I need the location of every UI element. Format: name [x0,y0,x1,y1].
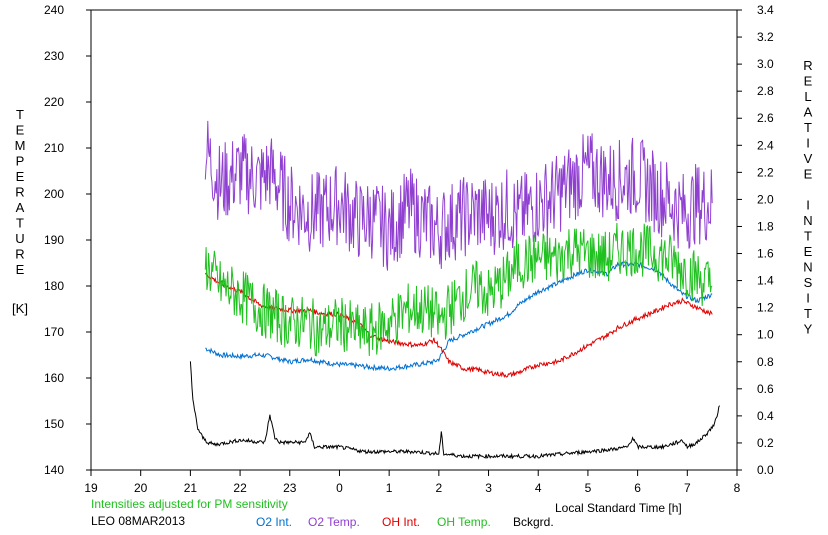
y-right-label-letter: R [803,58,812,73]
y-left-tick-label: 170 [44,325,64,339]
y-left-label-letter: P [16,154,25,169]
y-right-label-letter: S [804,275,813,290]
y-right-tick-label: 2.4 [757,138,774,152]
x-tick-label: 19 [84,481,98,495]
y-left-unit: [K] [12,301,28,316]
x-tick-label: 7 [684,481,691,495]
x-tick-label: 1 [386,481,393,495]
y-left-axis-ticks: 140 150 160 170 180 190 200 210 220 230 240 [44,3,91,477]
x-tick-label: 8 [734,481,741,495]
y-left-tick-label: 160 [44,371,64,385]
legend-entry-oh-temp: OH Temp. [437,515,491,529]
x-tick-label: 3 [485,481,492,495]
x-tick-label: 23 [283,481,297,495]
y-right-tick-label: 0.2 [757,436,774,450]
y-right-label-letter: T [804,120,812,135]
y-right-tick-label: 1.6 [757,247,774,261]
y-right-tick-label: 3.2 [757,30,774,44]
y-right-label-letter: N [803,260,812,275]
y-right-label-letter: N [803,213,812,228]
x-axis-ticks: 19 20 21 22 23 0 1 2 3 4 5 6 7 8 [84,470,741,495]
y-left-label-letter: E [16,169,25,184]
y-left-label-letter: A [16,200,25,215]
legend-entry-bckgrd: Bckgrd. [513,515,554,529]
y-right-label-letter: Y [804,322,813,337]
x-tick-label: 2 [436,481,443,495]
station-date: LEO 08MAR2013 [91,514,186,528]
y-right-label-letter: I [806,291,810,306]
y-right-tick-label: 1.8 [757,219,774,233]
y-right-tick-label: 1.2 [757,301,774,315]
y-right-label-letter: T [804,229,812,244]
y-right-tick-label: 1.4 [757,274,774,288]
y-left-label-letter: T [16,107,24,122]
y-right-label-letter: E [804,74,813,89]
y-right-label-letter: I [806,198,810,213]
y-right-tick-label: 0.0 [757,463,774,477]
y-left-label-letter: U [15,231,24,246]
y-right-label-letter: E [804,244,813,259]
x-tick-label: 0 [336,481,343,495]
y-right-tick-label: 0.4 [757,409,774,423]
y-left-label-letter: E [16,123,25,138]
series-line-oh-temp [204,222,713,357]
legend-entry-oh-int: OH Int. [382,515,421,529]
series-line-o2-temp [204,120,713,271]
series-line-bckgrd [189,361,721,460]
y-right-label-letter: L [804,89,811,104]
y-left-tick-label: 210 [44,141,64,155]
y-right-tick-label: 3.0 [757,57,774,71]
series-lines [189,120,721,460]
plot-frame [90,9,738,471]
y-left-tick-label: 230 [44,49,64,63]
y-right-tick-label: 0.6 [757,382,774,396]
x-tick-label: 4 [535,481,542,495]
adjustment-note: Intensities adjusted for PM sensitivity [91,497,288,511]
x-tick-label: 21 [184,481,198,495]
y-left-tick-label: 180 [44,279,64,293]
y-left-tick-label: 200 [44,187,64,201]
y-left-tick-label: 240 [44,3,64,17]
x-tick-label: 5 [585,481,592,495]
y-right-label-letter: I [806,136,810,151]
y-right-tick-label: 2.2 [757,165,774,179]
series-line-oh-int [204,272,713,379]
legend-entry-o2-temp: O2 Temp. [308,515,360,529]
y-left-label-letter: E [16,262,25,277]
y-left-tick-label: 150 [44,417,64,431]
y-left-tick-label: 220 [44,95,64,109]
y-right-tick-label: 1.0 [757,328,774,342]
x-axis-label: Local Standard Time [h] [555,501,682,515]
y-left-tick-label: 140 [44,463,64,477]
y-left-tick-label: 190 [44,233,64,247]
x-tick-label: 22 [233,481,247,495]
y-right-label-letter: V [804,151,813,166]
y-left-label-letter: T [16,216,24,231]
y-right-tick-label: 2.8 [757,84,774,98]
y-right-tick-label: 0.8 [757,355,774,369]
y-left-label-letter: R [15,247,24,262]
x-tick-label: 20 [134,481,148,495]
y-right-tick-label: 2.6 [757,111,774,125]
x-tick-label: 6 [634,481,641,495]
y-right-tick-label: 2.0 [757,192,774,206]
y-left-label-letter: M [15,138,26,153]
y-right-label-letter: T [804,306,812,321]
series-line-o2-int [205,261,713,372]
y-right-label-letter: A [804,105,813,120]
legend-entry-o2-int: O2 Int. [256,515,293,529]
y-left-label-letter: R [15,185,24,200]
y-right-tick-label: 3.4 [757,3,774,17]
y-right-label-letter: E [804,167,813,182]
y-right-axis-ticks: 0.0 0.2 0.4 0.6 0.8 1.0 1.2 1.4 1.6 1.8 2.0 2.2 2.4 2… [737,3,774,477]
